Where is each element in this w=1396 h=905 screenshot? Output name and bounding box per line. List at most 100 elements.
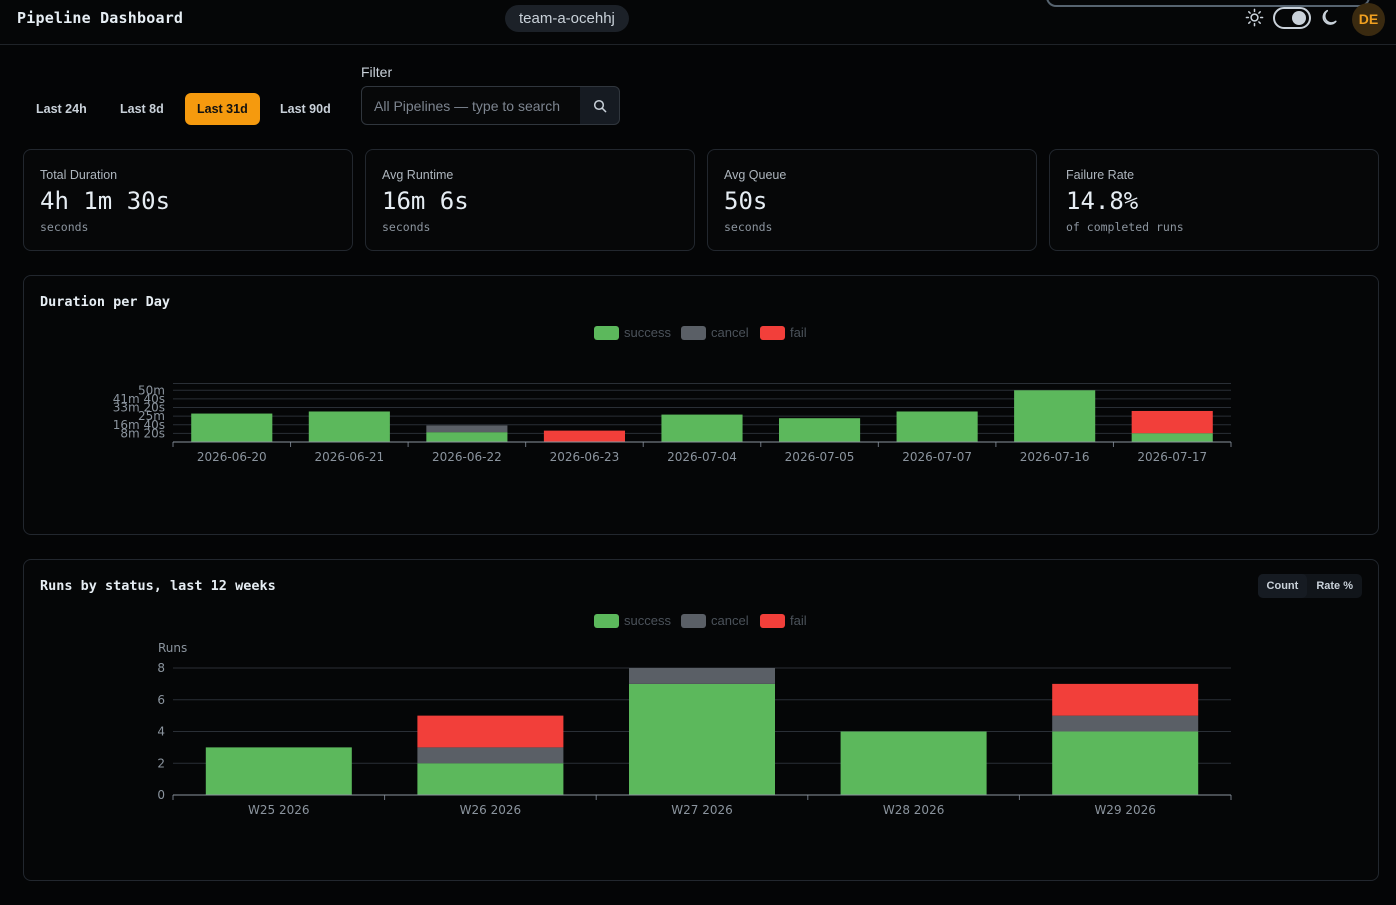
stat-card-total-duration: Total Duration 4h 1m 30s seconds [23, 149, 353, 251]
legend-swatch [760, 614, 785, 628]
stat-sub: seconds [40, 220, 89, 234]
bar-fail-2026-07-17[interactable] [1131, 410, 1213, 434]
legend-swatch [681, 614, 706, 628]
mode-rate-button[interactable]: Rate % [1316, 580, 1353, 592]
stat-sub: seconds [724, 220, 773, 234]
y-tick-label: 0 [157, 788, 165, 802]
range-button-8d[interactable]: Last 8d [120, 102, 164, 116]
moon-icon[interactable] [1321, 7, 1341, 27]
stat-value: 14.8% [1066, 187, 1139, 215]
stat-label: Failure Rate [1066, 168, 1135, 182]
mode-count-button[interactable]: Count [1257, 574, 1308, 598]
x-tick-label: W27 2026 [671, 803, 733, 817]
bar-success-2026-06-21[interactable] [308, 411, 390, 442]
panel-title: Duration per Day [40, 294, 171, 310]
y-tick-label: 6 [157, 693, 165, 707]
stat-value: 4h 1m 30s [40, 187, 171, 215]
bar-success-w26-2026[interactable] [417, 763, 564, 795]
stat-label: Avg Queue [724, 168, 787, 182]
mode-toggle: Count Rate % [1257, 574, 1362, 598]
range-button-31d[interactable]: Last 31d [185, 93, 260, 125]
legend-label: fail [790, 325, 807, 340]
x-tick-label: 2026-06-22 [432, 450, 502, 464]
duration-per-day-panel: Duration per Day success cancel fail 8m … [23, 275, 1379, 535]
toggle-knob [1292, 11, 1306, 25]
stat-card-failure-rate: Failure Rate 14.8% of completed runs [1049, 149, 1379, 251]
x-tick-label: 2026-06-23 [550, 450, 620, 464]
y-tick-label: 8m 20s [120, 426, 165, 440]
x-tick-label: W26 2026 [460, 803, 522, 817]
x-tick-label: 2026-07-17 [1137, 450, 1207, 464]
bar-success-w29-2026[interactable] [1052, 731, 1199, 796]
legend-swatch [760, 326, 785, 340]
bar-success-2026-07-17[interactable] [1131, 433, 1213, 442]
x-tick-label: 2026-07-05 [785, 450, 855, 464]
bar-cancel-w29-2026[interactable] [1052, 715, 1199, 732]
avatar[interactable]: DE [1352, 3, 1385, 36]
theme-toggle[interactable] [1273, 7, 1311, 29]
y-tick-label: 25m [138, 409, 165, 423]
search-button[interactable] [580, 86, 620, 125]
bar-success-w27-2026[interactable] [628, 683, 776, 795]
team-selector[interactable]: team-a-ocehhj [505, 5, 629, 32]
overlay-panel-edge [1046, 0, 1370, 7]
legend-swatch [681, 326, 706, 340]
x-tick-label: 2026-06-20 [197, 450, 267, 464]
bar-success-w25-2026[interactable] [205, 747, 352, 795]
bar-cancel-w26-2026[interactable] [417, 747, 564, 764]
stat-label: Total Duration [40, 168, 118, 182]
legend-swatch [594, 326, 619, 340]
bar-success-2026-07-16[interactable] [1014, 390, 1096, 442]
filter-label: Filter [361, 64, 393, 80]
sun-icon[interactable] [1245, 8, 1264, 27]
legend-label: success [624, 325, 671, 340]
bar-success-2026-07-04[interactable] [661, 414, 743, 442]
y-tick-label: 16m 40s [113, 418, 165, 432]
top-bar: Pipeline Dashboard team-a-ocehhj DE [0, 0, 1396, 45]
bar-success-2026-06-20[interactable] [191, 413, 273, 442]
y-tick-label: 41m 40s [113, 392, 165, 406]
bar-fail-2026-06-23[interactable] [543, 430, 626, 442]
y-tick-label: 33m 20s [113, 401, 165, 415]
bar-success-2026-06-22[interactable] [426, 432, 508, 442]
stat-label: Avg Runtime [382, 168, 454, 182]
stat-card-avg-runtime: Avg Runtime 16m 6s seconds [365, 149, 695, 251]
bar-cancel-2026-06-22[interactable] [426, 425, 508, 433]
bar-fail-w29-2026[interactable] [1052, 683, 1199, 716]
y-tick-label: 2 [157, 756, 165, 770]
search-icon [593, 99, 607, 113]
legend-label: success [624, 613, 671, 628]
x-tick-label: 2026-07-04 [667, 450, 737, 464]
runs-chart: 0 2 4 6 8 W25 2026 W26 2026 W27 2026 W28 2026 W29… [157, 641, 1232, 817]
y-tick-label: 8 [157, 661, 165, 675]
legend-swatch [594, 614, 619, 628]
bar-success-w28-2026[interactable] [840, 731, 987, 796]
bar-cancel-w27-2026[interactable] [628, 668, 776, 684]
y-tick-label: 50m [138, 383, 165, 397]
pipeline-search-input[interactable] [361, 86, 581, 125]
x-tick-label: W28 2026 [883, 803, 945, 817]
legend-label: cancel [711, 325, 749, 340]
y-tick-label: 4 [157, 725, 165, 739]
x-tick-label: W25 2026 [248, 803, 310, 817]
x-tick-label: 2026-07-16 [1020, 450, 1090, 464]
stat-sub: of completed runs [1066, 220, 1184, 234]
runs-by-status-panel: Runs by status, last 12 weeks Count Rate … [23, 559, 1379, 881]
x-tick-label: W29 2026 [1094, 803, 1156, 817]
app-title: Pipeline Dashboard [17, 9, 184, 27]
x-tick-label: 2026-06-21 [314, 450, 384, 464]
bar-fail-w26-2026[interactable] [417, 715, 564, 748]
stat-value: 16m 6s [382, 187, 469, 215]
x-tick-label: 2026-07-07 [902, 450, 972, 464]
stat-value: 50s [724, 187, 768, 215]
stat-sub: seconds [382, 220, 431, 234]
bar-success-2026-07-07[interactable] [896, 411, 978, 442]
y-axis-label: Runs [158, 641, 187, 655]
bar-success-2026-07-05[interactable] [778, 418, 861, 442]
panel-title: Runs by status, last 12 weeks [40, 578, 276, 594]
range-button-24h[interactable]: Last 24h [36, 102, 87, 116]
legend-label: cancel [711, 613, 749, 628]
stat-card-avg-queue: Avg Queue 50s seconds [707, 149, 1037, 251]
range-button-90d[interactable]: Last 90d [280, 102, 331, 116]
